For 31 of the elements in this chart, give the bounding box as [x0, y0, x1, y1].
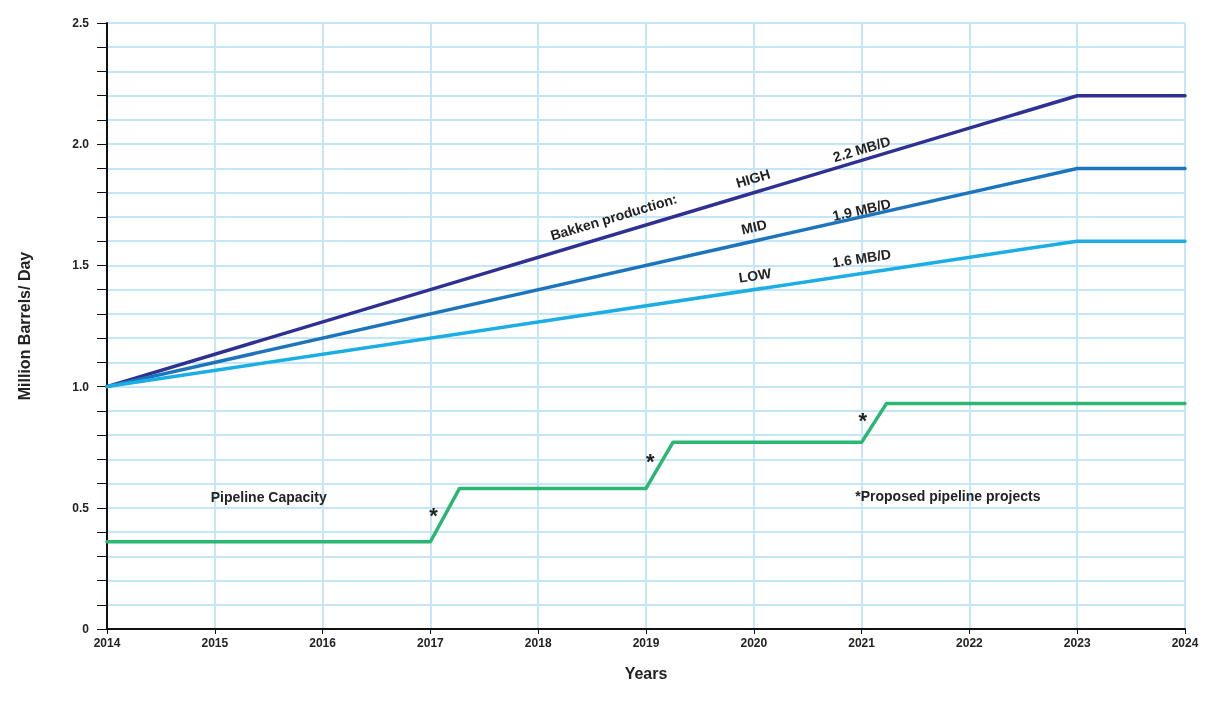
annotation: *	[429, 502, 439, 528]
x-tick-label: 2023	[1063, 636, 1091, 650]
text: LOW	[737, 264, 774, 286]
x-tick-label: 2016	[309, 636, 337, 650]
x-axis-title: Years	[624, 664, 668, 682]
x-tick-label: 2022	[956, 636, 984, 650]
x-tick-label: 2024	[1171, 636, 1199, 650]
x-tick-label: 2014	[93, 636, 121, 650]
text: HIGH	[733, 165, 773, 191]
y-tick-label: 0	[82, 622, 90, 636]
annotation: 2.2 MB/D	[830, 132, 893, 166]
y-tick-label: 0.5	[72, 500, 90, 515]
x-tick-label: 2015	[201, 636, 229, 650]
text: Pipeline Capacity	[210, 488, 327, 505]
y-tick-label: 1.0	[72, 379, 90, 394]
y-axis-title: Million Barrels/ Day	[15, 251, 33, 401]
x-tick-label: 2021	[848, 636, 876, 650]
y-tick-label: 1.5	[72, 258, 90, 273]
annotation: 1.9 MB/D	[831, 195, 893, 224]
x-tick-label: 2020	[740, 636, 768, 650]
annotation: 1.6 MB/D	[831, 245, 893, 271]
text: MID	[739, 216, 769, 238]
line-series	[105, 401, 1187, 544]
annotation: *	[646, 449, 656, 475]
x-tick-label: 2019	[632, 636, 660, 650]
x-tick-label: 2017	[417, 636, 445, 650]
annotation: *Proposed pipeline projects	[855, 487, 1041, 504]
annotation: *	[858, 408, 868, 434]
y-tick-label: 2.5	[72, 16, 90, 30]
y-tick-label: 2.0	[72, 137, 90, 152]
x-tick-label: 2018	[524, 636, 552, 650]
